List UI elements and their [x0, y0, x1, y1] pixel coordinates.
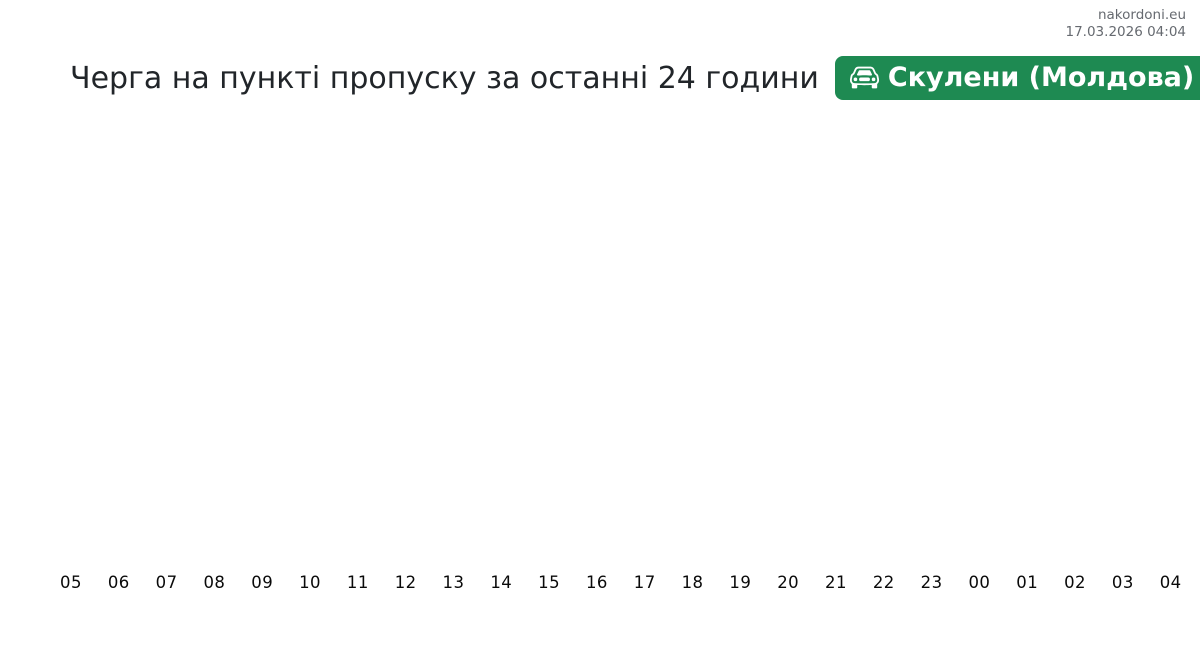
x-axis-tick-label: 08: [203, 573, 226, 592]
x-axis-tick-label: 21: [825, 573, 847, 592]
x-axis-tick-label: 15: [538, 573, 561, 592]
x-axis-tick-label: 20: [777, 573, 800, 592]
x-axis-tick-label: 13: [442, 573, 465, 592]
x-axis-tick-label: 18: [681, 573, 704, 592]
checkpoint-badge-label: Скулени (Молдова): [887, 61, 1195, 93]
car-front-icon: [849, 63, 879, 92]
x-axis-tick-label: 16: [585, 573, 608, 592]
checkpoint-badge[interactable]: Скулени (Молдова): [834, 56, 1200, 100]
page-title: Черга на пункті пропуску за останні 24 г…: [70, 60, 819, 96]
x-axis-tick-label: 11: [346, 573, 369, 592]
x-axis-tick-label: 07: [155, 573, 178, 592]
snapshot-timestamp: 17.03.2026 04:04: [1065, 24, 1187, 40]
site-name: nakordoni.eu: [1097, 7, 1186, 23]
x-axis-tick-label: 06: [107, 573, 130, 592]
chart-header: Черга на пункті пропуску за останні 24 г…: [70, 56, 1200, 100]
x-axis-tick-label: 04: [1159, 573, 1182, 592]
x-axis-tick-label: 02: [1064, 573, 1087, 592]
x-axis-tick-label: 12: [394, 573, 417, 592]
x-axis-tick-label: 01: [1016, 573, 1039, 592]
x-axis-tick-label: 23: [920, 573, 943, 592]
x-axis-tick-label: 10: [299, 573, 322, 592]
x-axis-tick-label: 03: [1111, 573, 1134, 592]
x-axis-tick-label: 00: [968, 573, 991, 592]
queue-chart: 05 06 07 08 09 10 11 12 13 14 15 16 17 18 19 20 21 22 23 00…: [0, 110, 1200, 600]
x-axis-tick-label: 17: [633, 573, 656, 592]
x-axis-tick-label: 09: [251, 573, 274, 592]
x-axis-tick-label: 14: [490, 573, 513, 592]
x-axis-tick-label: 05: [60, 573, 82, 592]
x-axis-tick-label: 22: [872, 573, 895, 592]
chart-plot-area: [52, 110, 1190, 522]
x-axis: 05 06 07 08 09 10 11 12 13 14 15 16 17 18 19 20 21 22 23 00…: [60, 573, 1182, 592]
x-axis-tick-label: 19: [729, 573, 752, 592]
site-attribution: nakordoni.eu 17.03.2026 04:04: [1066, 7, 1187, 41]
